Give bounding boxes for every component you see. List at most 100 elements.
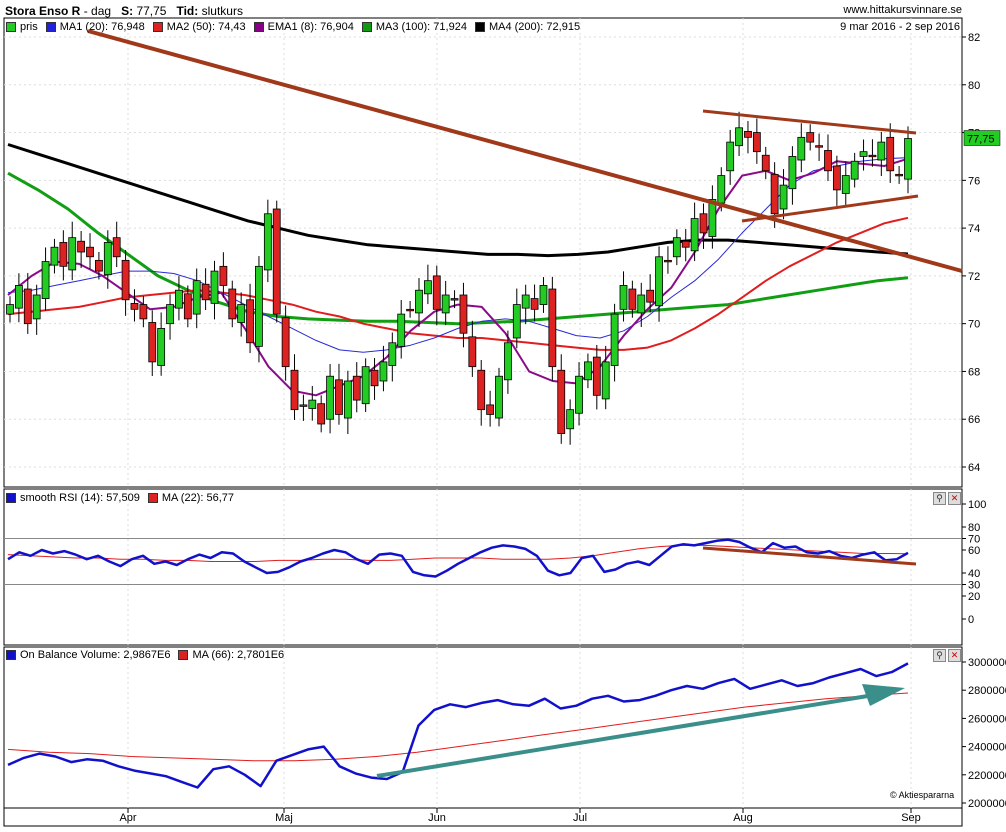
- candle-body: [423, 280, 432, 295]
- obv-legend: On Balance Volume: 2,9867E6 MA (66): 2,78…: [6, 649, 292, 661]
- candle-body: [352, 375, 361, 401]
- candle-body: [557, 369, 566, 434]
- y-tick-label: 70: [968, 534, 980, 546]
- y-tick-label: 66: [968, 414, 980, 426]
- candle-body: [326, 375, 334, 420]
- candle-body: [23, 288, 32, 325]
- candle-body: [388, 342, 397, 366]
- y-tick-label: 2000000: [968, 798, 1006, 810]
- y-tick-label: 82: [968, 32, 980, 44]
- candle-body: [512, 304, 521, 339]
- legend-item: EMA1 (8): 76,904: [253, 21, 354, 33]
- candle-body: [103, 242, 112, 276]
- candle-body: [432, 275, 441, 310]
- rsi-legend: smooth RSI (14): 57,509 MA (22): 56,77: [6, 492, 242, 504]
- legend-swatch: [474, 22, 485, 32]
- x-tick-label: Jun: [428, 812, 446, 824]
- y-tick-label: 70: [968, 319, 980, 331]
- candle-body: [592, 356, 601, 396]
- candle-body: [708, 199, 717, 237]
- legend-label: On Balance Volume: 2,9867E6: [20, 649, 171, 661]
- candle-body: [477, 369, 486, 411]
- legend-item: On Balance Volume: 2,9867E6: [6, 649, 170, 661]
- panel-frame: [3, 646, 963, 809]
- legend-label: MA (22): 56,77: [161, 492, 234, 504]
- candle-body: [68, 237, 77, 271]
- legend-item: smooth RSI (14): 57,509: [6, 492, 140, 504]
- candle-body: [299, 404, 308, 407]
- candle-body: [59, 242, 68, 267]
- candle-body: [521, 294, 530, 309]
- stock-name: Stora Enso R: [5, 4, 81, 18]
- candle-body: [672, 237, 681, 258]
- candle-body: [308, 399, 317, 409]
- candle-body: [370, 369, 379, 387]
- candle-body: [530, 298, 539, 310]
- candle-body: [157, 328, 166, 366]
- y-tick-label: 72: [968, 271, 980, 283]
- candle-body: [824, 150, 832, 172]
- candle-body: [228, 288, 237, 320]
- candle-body: [601, 361, 610, 400]
- candle-body: [32, 294, 41, 320]
- x-tick-label: Aug: [733, 812, 753, 824]
- candle-body: [566, 409, 575, 430]
- credit-text: Aktiespararna: [898, 790, 955, 800]
- ma2-line: [7, 216, 909, 351]
- x-tick-label: Sep: [901, 812, 921, 824]
- legend-swatch: [178, 650, 189, 660]
- candle-body: [441, 294, 450, 314]
- candle-body: [459, 294, 468, 334]
- candle-body: [584, 361, 592, 381]
- legend-swatch: [361, 22, 372, 32]
- candle-body: [761, 154, 770, 172]
- candle-body: [850, 160, 859, 180]
- candle-body: [192, 280, 201, 315]
- candle-body: [237, 304, 246, 323]
- candle-body: [468, 336, 477, 368]
- zoom-rsi-button[interactable]: ⚲: [933, 492, 946, 505]
- candle-body: [779, 184, 788, 210]
- downtrend-line: [87, 29, 963, 273]
- candle-body: [504, 342, 512, 381]
- y-tick-label: 30: [968, 580, 980, 592]
- candle-body: [806, 132, 815, 143]
- close-obv-button[interactable]: ✕: [948, 649, 961, 662]
- y-tick-label: 76: [968, 175, 980, 187]
- y-tick-label: 68: [968, 366, 980, 378]
- legend-label: EMA1 (8): 76,904: [267, 21, 354, 33]
- candle-body: [815, 145, 823, 148]
- y-tick-label: 2400000: [968, 742, 1006, 754]
- candle-body: [681, 240, 690, 248]
- candle-body: [335, 379, 343, 415]
- candle-body: [699, 213, 708, 234]
- candle-body: [495, 375, 503, 419]
- close-rsi-button[interactable]: ✕: [948, 492, 961, 505]
- candle-body: [726, 141, 735, 172]
- time-value: slutkurs: [201, 4, 243, 18]
- candle-body: [868, 154, 877, 158]
- obv-line: [7, 662, 909, 789]
- candle-body: [379, 361, 388, 382]
- candle-body: [130, 302, 139, 310]
- date-range: 9 mar 2016 - 2 sep 2016: [840, 21, 960, 33]
- candle-body: [637, 294, 646, 314]
- candle-body: [121, 259, 130, 301]
- candle-body: [744, 130, 752, 138]
- candle-body: [166, 304, 174, 325]
- y-tick-label: 100: [968, 499, 986, 511]
- candle-body: [752, 132, 761, 153]
- ema1-line: [7, 157, 909, 397]
- candle-body: [655, 256, 663, 307]
- site-url[interactable]: www.hittakursvinnare.se: [843, 4, 962, 16]
- candle-body: [788, 156, 797, 190]
- zoom-obv-button[interactable]: ⚲: [933, 649, 946, 662]
- legend-swatch: [6, 22, 16, 32]
- legend-item: MA (22): 56,77: [147, 492, 234, 504]
- candle-body: [735, 127, 743, 147]
- last-price-tag: [963, 130, 1001, 146]
- y-tick-label: 80: [968, 80, 980, 92]
- candle-body: [406, 308, 414, 312]
- candle-body: [486, 404, 495, 415]
